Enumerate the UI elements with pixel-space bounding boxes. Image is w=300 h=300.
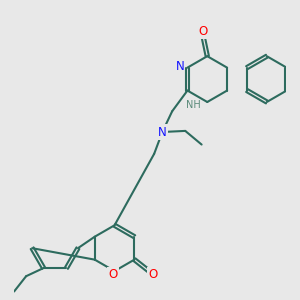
- Text: N: N: [176, 59, 185, 73]
- Text: O: O: [148, 268, 158, 281]
- Text: O: O: [198, 25, 208, 38]
- Text: N: N: [158, 125, 167, 139]
- Text: NH: NH: [186, 100, 201, 110]
- Text: O: O: [108, 268, 118, 281]
